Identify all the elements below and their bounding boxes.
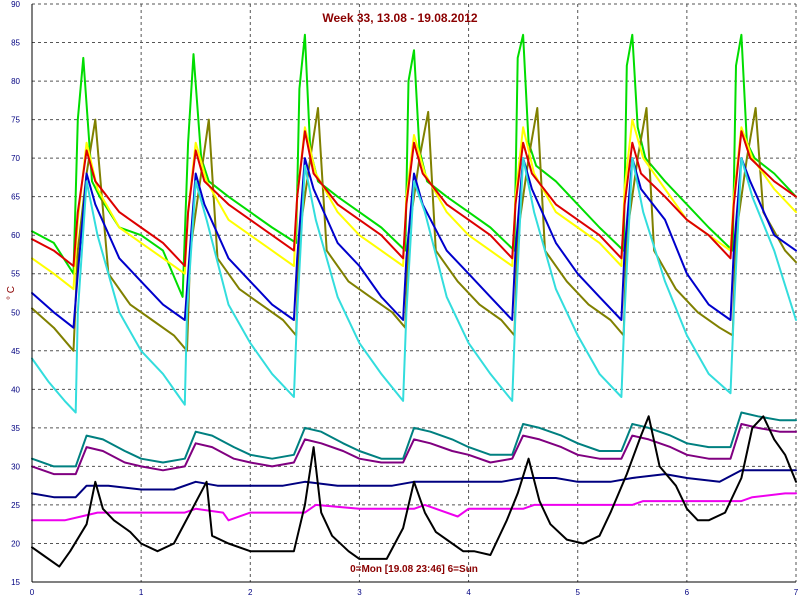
x-axis-label: 0=Mon [19.08 23:46] 6=Sun (350, 564, 478, 575)
x-tick-label: 2 (248, 588, 253, 597)
y-tick-label: 35 (11, 424, 20, 433)
chart-title: Week 33, 13.08 - 19.08.2012 (322, 11, 478, 25)
series-line-8 (31, 423, 797, 476)
series-line-6 (31, 157, 797, 414)
y-tick-label: 20 (11, 539, 20, 548)
x-tick-label: 5 (575, 588, 580, 597)
y-tick-label: 85 (11, 39, 20, 48)
x-tick-label: 1 (139, 588, 144, 597)
series-line-4 (31, 130, 797, 267)
y-tick-label: 75 (11, 116, 20, 125)
series-line-7 (31, 411, 797, 468)
series-lines (31, 33, 797, 568)
x-tick-label: 3 (357, 588, 362, 597)
y-tick-label: 40 (11, 385, 20, 394)
y-tick-label: 55 (11, 270, 20, 279)
y-tick-label: 15 (11, 578, 20, 587)
y-tick-label: 30 (11, 462, 20, 471)
series-line-5 (31, 157, 797, 329)
y-tick-label: 60 (11, 231, 20, 240)
x-tick-labels: 0 1 2 3 4 5 6 7 (30, 588, 799, 597)
y-axis-label: ° C (6, 286, 17, 300)
y-tick-label: 80 (11, 77, 20, 86)
y-tick-label: 25 (11, 501, 20, 510)
x-tick-label: 6 (685, 588, 690, 597)
y-tick-label: 65 (11, 193, 20, 202)
series-line-11 (31, 415, 797, 568)
y-tick-label: 50 (11, 308, 20, 317)
series-line-10 (31, 492, 797, 522)
x-tick-label: 0 (30, 588, 35, 597)
series-line-1 (31, 33, 797, 298)
series-line-2 (31, 107, 797, 352)
series-line-9 (31, 469, 797, 499)
y-tick-label: 70 (11, 154, 20, 163)
x-tick-label: 4 (466, 588, 471, 597)
x-tick-label: 7 (794, 588, 799, 597)
y-tick-labels: 15 20 25 30 35 40 45 50 55 60 65 70 75 80 85 90 (11, 0, 20, 587)
y-tick-label: 45 (11, 347, 20, 356)
y-tick-label: 90 (11, 0, 20, 9)
